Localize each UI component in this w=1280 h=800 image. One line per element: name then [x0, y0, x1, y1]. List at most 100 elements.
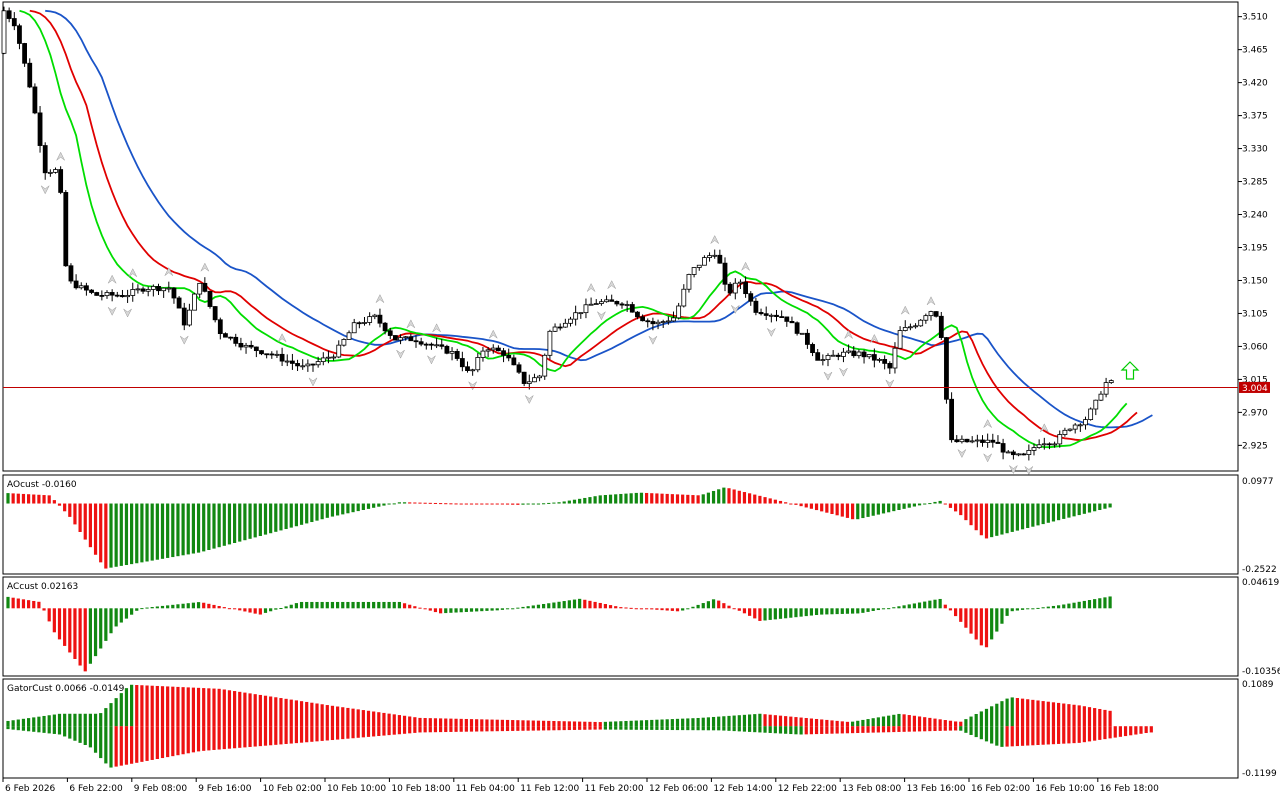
histogram-bar	[732, 608, 736, 610]
ac-pane[interactable]	[2, 576, 1239, 677]
histogram-bar	[799, 726, 803, 735]
histogram-bar	[299, 701, 304, 727]
histogram-bar	[279, 726, 283, 745]
histogram-bar	[851, 503, 855, 520]
candle-body	[6, 10, 12, 19]
histogram-bar	[825, 726, 829, 734]
histogram-bar	[1103, 503, 1107, 509]
histogram-bar	[727, 726, 731, 731]
histogram-bar	[289, 503, 293, 528]
histogram-bar	[820, 608, 824, 615]
histogram-bar	[943, 503, 947, 505]
histogram-bar	[444, 718, 448, 727]
candle-body	[871, 354, 877, 361]
candle-body	[815, 352, 821, 361]
histogram-bar	[593, 726, 597, 730]
histogram-bar	[351, 726, 355, 739]
histogram-bar	[351, 601, 355, 609]
histogram-bar	[701, 603, 705, 609]
histogram-bar	[1046, 503, 1050, 523]
histogram-bar	[1077, 601, 1081, 609]
fractal-up-icon	[489, 329, 498, 339]
histogram-bar	[1072, 726, 1076, 744]
histogram-bar	[1103, 726, 1107, 740]
time-tick-label: 10 Feb 18:00	[391, 784, 450, 794]
candle-body	[485, 349, 491, 352]
histogram-bar	[310, 702, 314, 727]
histogram-bar	[758, 726, 762, 733]
histogram-bar	[351, 708, 355, 727]
histogram-bar	[130, 608, 134, 615]
candle-body	[1103, 382, 1109, 395]
candle-body	[727, 283, 733, 294]
fractal-down-icon	[123, 308, 132, 318]
histogram-bar	[52, 714, 56, 727]
histogram-bar	[480, 608, 484, 612]
histogram-bar	[1082, 600, 1086, 609]
histogram-bar	[423, 726, 427, 733]
histogram-bar	[851, 726, 855, 734]
histogram-bar	[598, 495, 602, 504]
histogram-bar	[954, 726, 958, 731]
candle-body	[933, 311, 939, 317]
histogram-bar	[356, 726, 360, 738]
histogram-bar	[943, 604, 947, 609]
histogram-bar	[614, 494, 618, 504]
histogram-bar	[979, 503, 983, 536]
histogram-bar	[696, 495, 700, 504]
histogram-bar	[995, 703, 999, 727]
histogram-bar	[876, 726, 880, 733]
candle-body	[784, 316, 790, 322]
histogram-bar	[1010, 726, 1014, 747]
histogram-bar	[552, 726, 556, 731]
histogram-bar	[181, 603, 185, 609]
histogram-bar	[382, 726, 386, 736]
histogram-bar	[1036, 700, 1040, 727]
candle-body	[532, 377, 537, 383]
candle-body	[398, 337, 403, 341]
histogram-bar	[881, 726, 886, 733]
histogram-bar	[42, 726, 46, 733]
histogram-bar	[655, 719, 659, 727]
histogram-bar	[439, 608, 443, 614]
histogram-bar	[526, 720, 530, 727]
histogram-bar	[47, 495, 51, 504]
histogram-bar	[830, 720, 834, 727]
histogram-bar	[866, 719, 870, 727]
histogram-bar	[377, 726, 381, 737]
time-tick-label: 6 Feb 22:00	[69, 784, 123, 794]
histogram-bar	[799, 608, 803, 617]
histogram-bar	[753, 494, 757, 504]
candle-body	[748, 293, 754, 302]
histogram-bar	[511, 503, 515, 505]
time-tick-label: 13 Feb 08:00	[842, 784, 901, 794]
price-tick-label: 3.105	[1242, 309, 1268, 319]
histogram-bar	[547, 720, 551, 727]
histogram-bar	[464, 726, 468, 732]
price-pane[interactable]	[2, 1, 1239, 472]
histogram-bar	[248, 726, 252, 747]
histogram-bar	[1093, 599, 1097, 609]
candle-body	[763, 313, 769, 316]
histogram-bar	[675, 726, 680, 731]
candle-body	[732, 282, 738, 294]
histogram-bar	[63, 713, 67, 727]
candle-body	[17, 25, 22, 44]
histogram-bar	[68, 713, 72, 727]
candle-body	[372, 314, 378, 318]
histogram-bar	[444, 608, 448, 614]
fractal-up-icon	[844, 329, 853, 339]
histogram-bar	[1129, 726, 1133, 736]
histogram-bar	[979, 608, 983, 646]
candle-body	[176, 297, 182, 309]
histogram-bar	[1077, 705, 1081, 727]
histogram-bar	[119, 693, 123, 727]
histogram-bar	[294, 503, 298, 527]
candle-body	[315, 361, 321, 366]
histogram-bar	[907, 503, 911, 508]
histogram-bar	[1108, 726, 1112, 739]
histogram-bar	[124, 726, 129, 765]
histogram-bar	[948, 720, 953, 727]
time-axis: 6 Feb 2026 6 Feb 22:00 9 Feb 08:00 9 Feb 16…	[2, 778, 1159, 794]
